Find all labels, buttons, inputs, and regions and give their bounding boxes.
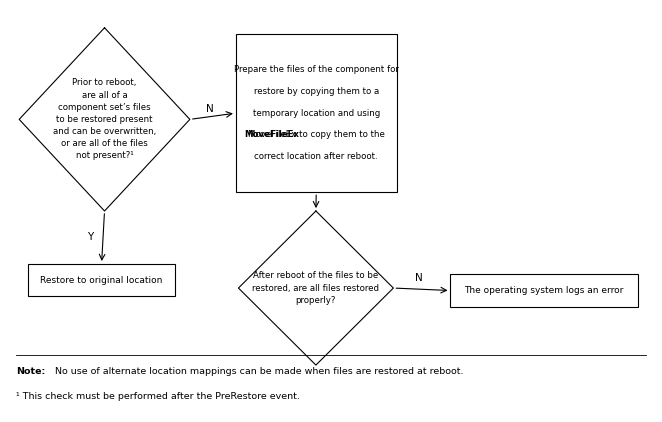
Text: After reboot of the files to be
restored, are all files restored
properly?: After reboot of the files to be restored… xyxy=(252,271,379,305)
Text: The operating system logs an error: The operating system logs an error xyxy=(464,286,624,295)
FancyBboxPatch shape xyxy=(450,274,638,307)
Text: MoveFileEx: MoveFileEx xyxy=(244,130,299,139)
Text: Restore to original location: Restore to original location xyxy=(40,276,163,284)
Text: Y: Y xyxy=(87,233,93,243)
Text: correct location after reboot.: correct location after reboot. xyxy=(254,152,378,161)
FancyBboxPatch shape xyxy=(236,34,397,192)
Text: N: N xyxy=(206,104,213,114)
Text: N: N xyxy=(415,273,422,283)
Text: temporary location and using: temporary location and using xyxy=(253,108,380,118)
FancyBboxPatch shape xyxy=(28,264,175,296)
Text: MoveFileEx to copy them to the: MoveFileEx to copy them to the xyxy=(248,130,385,139)
Text: Prior to reboot,
are all of a
component set’s files
to be restored present
and c: Prior to reboot, are all of a component … xyxy=(53,78,156,160)
Text: restore by copying them to a: restore by copying them to a xyxy=(254,87,379,96)
Text: Note:: Note: xyxy=(16,367,45,376)
Text: No use of alternate location mappings can be made when files are restored at reb: No use of alternate location mappings ca… xyxy=(52,367,463,376)
Text: Prepare the files of the component for: Prepare the files of the component for xyxy=(234,65,399,74)
Text: ¹ This check must be performed after the PreRestore event.: ¹ This check must be performed after the… xyxy=(16,392,300,401)
